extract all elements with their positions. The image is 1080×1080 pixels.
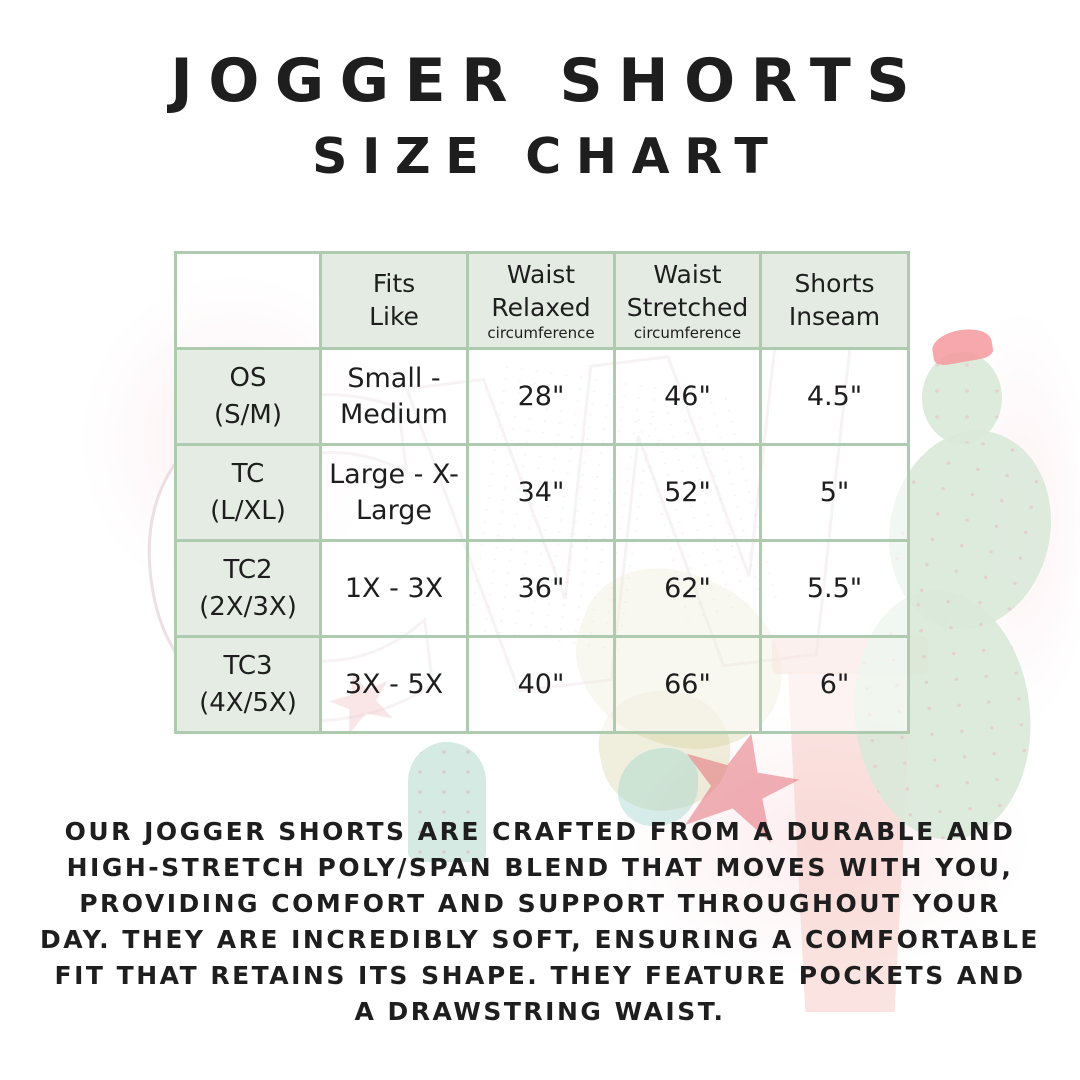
page-subtitle: SIZE CHART bbox=[312, 128, 783, 185]
col-header-subtext: circumference bbox=[633, 324, 742, 343]
row-label-tc: TC (L/XL) bbox=[174, 443, 322, 542]
col-header-label: Like bbox=[369, 301, 419, 331]
waist-stretched-value: 52" bbox=[613, 443, 762, 542]
waist-relaxed-value: 36" bbox=[466, 539, 616, 638]
pink-watercolor-wash bbox=[920, 240, 1080, 800]
row-label-os: OS (S/M) bbox=[174, 347, 322, 446]
col-header-label: Waist bbox=[506, 260, 576, 290]
corner-cell bbox=[174, 251, 322, 350]
waist-relaxed-value: 40" bbox=[466, 635, 616, 734]
col-header-fits-like: Fits Like bbox=[319, 251, 469, 350]
waist-relaxed-value: 28" bbox=[466, 347, 616, 446]
waist-stretched-value: 66" bbox=[613, 635, 762, 734]
col-header-label: Waist bbox=[653, 260, 722, 290]
shorts-inseam-value: 4.5" bbox=[759, 347, 910, 446]
size-code: TC2 bbox=[223, 555, 273, 586]
col-header-label: Shorts bbox=[794, 269, 875, 298]
shorts-inseam-value: 5.5" bbox=[759, 539, 910, 638]
cactus-flower-icon bbox=[929, 325, 995, 367]
size-code: TC bbox=[231, 459, 265, 490]
fits-like-value: Large - X-Large bbox=[319, 443, 469, 542]
table-row-tc2: TC2 (2X/3X) 1X - 3X 36" 62" 5.5" bbox=[174, 539, 910, 638]
col-header-label: Inseam bbox=[788, 301, 881, 331]
table-row-tc3: TC3 (4X/5X) 3X - 5X 40" 66" 6" bbox=[174, 635, 910, 734]
product-description: OUR JOGGER SHORTS ARE CRAFTED FROM A DUR… bbox=[40, 817, 1041, 1026]
page-title: JOGGER SHORTS bbox=[170, 46, 926, 116]
table-row-os: OS (S/M) Small - Medium 28" 46" 4.5" bbox=[174, 347, 910, 446]
row-label-tc2: TC2 (2X/3X) bbox=[174, 539, 322, 638]
header-row: Fits Like Waist Relaxed circumference Wa… bbox=[174, 251, 910, 350]
size-range: (2X/3X) bbox=[199, 591, 297, 622]
col-header-waist-stretched: Waist Stretched circumference bbox=[613, 251, 762, 350]
col-header-shorts-inseam: Shorts Inseam bbox=[759, 251, 910, 350]
waist-stretched-value: 46" bbox=[613, 347, 762, 446]
cactus-icon bbox=[922, 352, 1002, 444]
waist-stretched-value: 62" bbox=[613, 539, 762, 638]
size-code: OS bbox=[229, 363, 267, 394]
size-chart-table: Fits Like Waist Relaxed circumference Wa… bbox=[174, 251, 910, 734]
fits-like-value: 1X - 3X bbox=[319, 539, 469, 638]
fits-like-value: Small - Medium bbox=[319, 347, 469, 446]
shorts-inseam-value: 6" bbox=[759, 635, 910, 734]
size-code: TC3 bbox=[223, 651, 273, 682]
row-label-tc3: TC3 (4X/5X) bbox=[174, 635, 322, 734]
shorts-inseam-value: 5" bbox=[759, 443, 910, 542]
fits-like-value: 3X - 5X bbox=[319, 635, 469, 734]
col-header-label: Fits bbox=[372, 269, 416, 298]
col-header-subtext: circumference bbox=[487, 324, 595, 343]
col-header-label: Relaxed bbox=[491, 292, 591, 322]
col-header-waist-relaxed: Waist Relaxed circumference bbox=[466, 251, 616, 350]
waist-relaxed-value: 34" bbox=[466, 443, 616, 542]
size-range: (S/M) bbox=[214, 399, 282, 430]
size-range: (L/XL) bbox=[210, 495, 286, 526]
size-range: (4X/5X) bbox=[199, 687, 297, 718]
col-header-label: Stretched bbox=[626, 292, 749, 322]
table-row-tc: TC (L/XL) Large - X-Large 34" 52" 5" bbox=[174, 443, 910, 542]
